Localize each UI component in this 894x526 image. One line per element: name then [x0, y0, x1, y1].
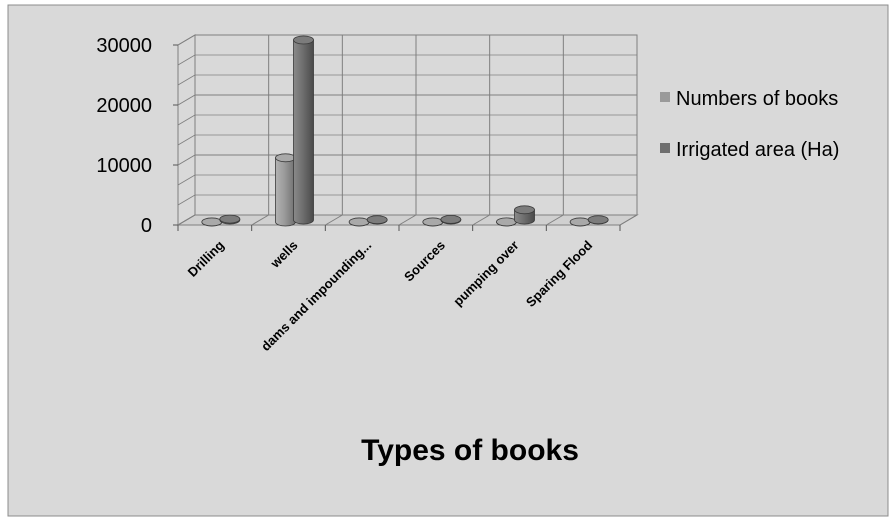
y-axis-ticks: 0 10000 20000 30000	[96, 35, 178, 237]
bar-numbers-of-books-1	[275, 153, 296, 227]
bar-body	[275, 157, 296, 227]
floor-divider	[177, 214, 196, 226]
y-tick-label: 10000	[96, 155, 152, 177]
floor-divider	[546, 214, 564, 226]
gridline-side-minor	[177, 74, 196, 86]
x-axis-title: Types of books	[361, 434, 579, 467]
bar-irrigated-area-5	[587, 215, 609, 225]
gridline-side	[177, 154, 196, 166]
bar-body	[293, 39, 314, 225]
bar-irrigated-area-4	[514, 205, 535, 225]
bar-numbers-of-books-0	[201, 217, 223, 227]
bar-numbers-of-books-5	[569, 217, 591, 227]
bar-numbers-of-books-3	[422, 217, 444, 227]
floor-divider	[472, 214, 490, 226]
y-tick-label: 0	[141, 215, 152, 237]
gridline-side	[177, 94, 196, 106]
chart-background	[7, 4, 889, 517]
floor-divider	[251, 214, 269, 226]
bar-top	[366, 215, 388, 225]
gridline-side-minor	[177, 134, 196, 146]
y-tick-label: 20000	[96, 95, 152, 117]
legend-label-series-2: Irrigated area (Ha)	[676, 139, 839, 161]
gridline-side-minor	[177, 114, 196, 126]
legend-swatch-series-2	[660, 143, 670, 153]
legend-label-series-1: Numbers of books	[676, 88, 838, 110]
bar-numbers-of-books-4	[496, 217, 517, 227]
gridline-side-minor	[177, 54, 196, 66]
bar-top	[293, 35, 314, 45]
bar-top	[201, 217, 223, 227]
bar-top	[275, 153, 296, 163]
legend-swatch-series-1	[660, 92, 670, 102]
bar-top	[569, 217, 591, 227]
floor-divider	[619, 214, 638, 226]
bar-top	[219, 214, 241, 224]
bar-irrigated-area-1	[293, 35, 314, 225]
bar-top	[514, 205, 535, 215]
floor-divider	[325, 214, 343, 226]
bar-irrigated-area-0	[219, 214, 241, 225]
bar-irrigated-area-3	[440, 214, 462, 225]
floor-divider	[398, 214, 417, 226]
grid-lines	[177, 34, 638, 226]
legend: Numbers of books Irrigated area (Ha)	[660, 88, 839, 161]
gridline-side-minor	[177, 174, 196, 186]
y-tick-label: 30000	[96, 35, 152, 57]
bars	[201, 35, 609, 227]
bar-top	[348, 217, 370, 227]
gridline-side	[177, 34, 196, 46]
bar-top	[496, 217, 517, 227]
bar-irrigated-area-2	[366, 215, 388, 225]
bar-top	[422, 217, 444, 227]
bar-top	[440, 214, 462, 224]
bar-top	[587, 215, 609, 225]
bar-numbers-of-books-2	[348, 217, 370, 227]
gridline-side-minor	[177, 194, 196, 206]
